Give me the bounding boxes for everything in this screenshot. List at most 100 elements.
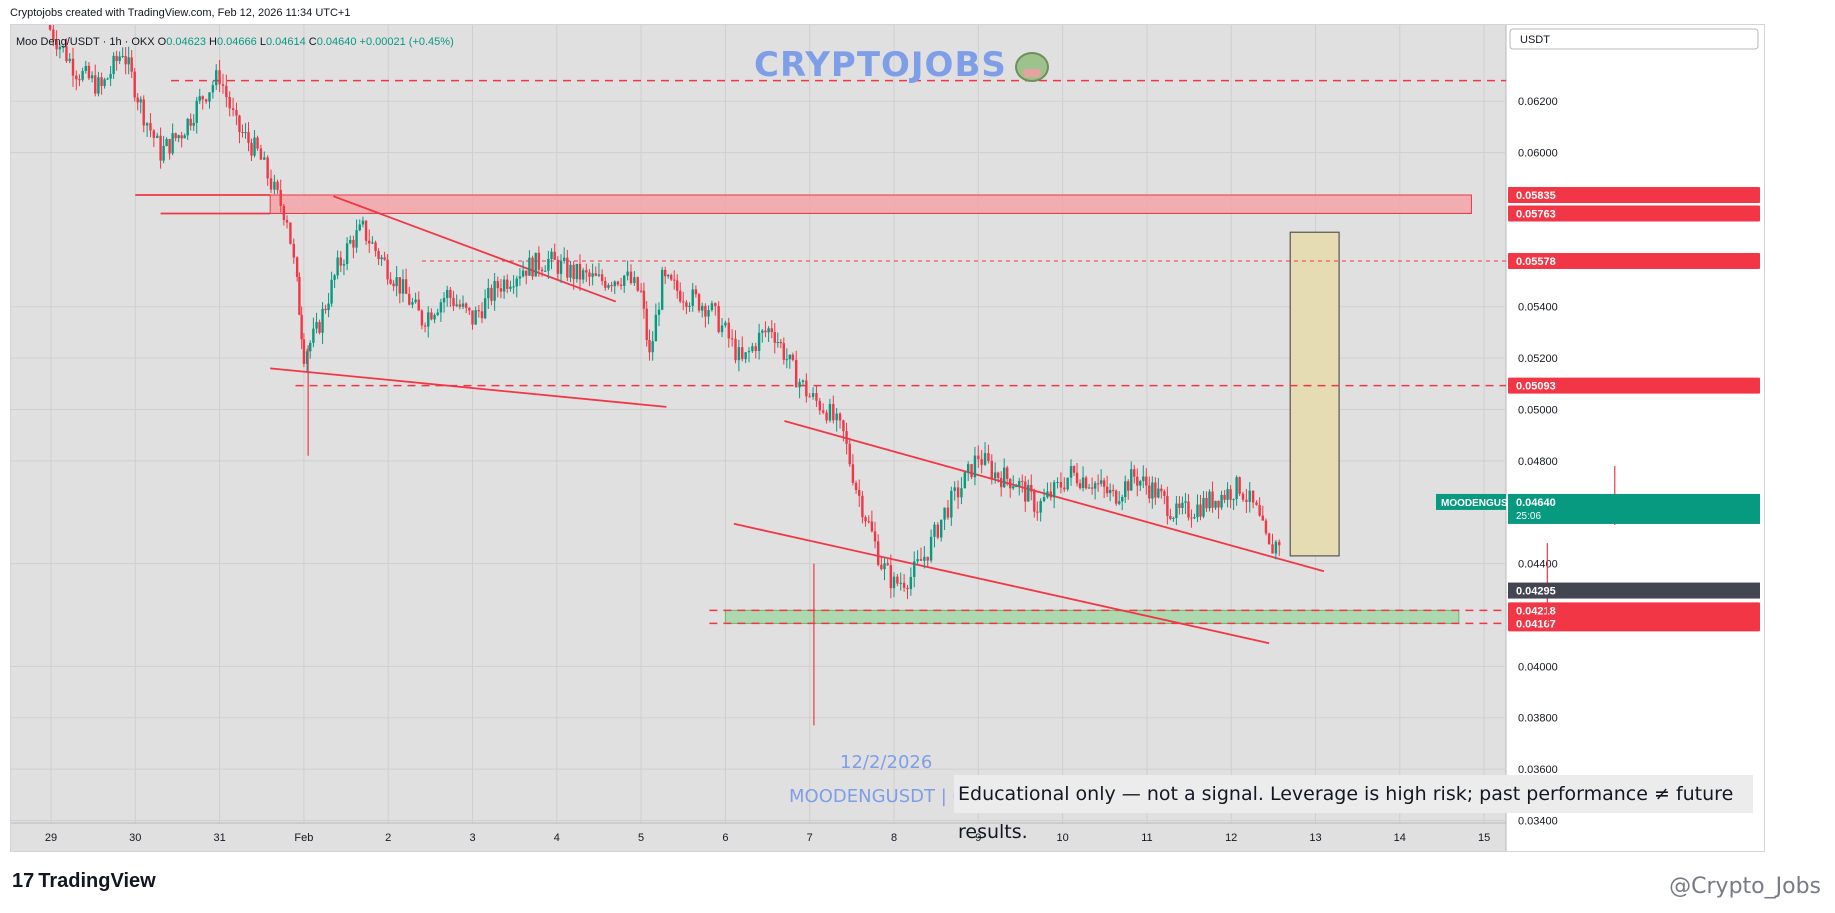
candle-body	[870, 521, 874, 532]
candle-body	[333, 275, 336, 280]
candle-body	[919, 559, 923, 561]
candle-body	[1267, 533, 1271, 545]
candle-body	[572, 264, 575, 280]
candle-body	[892, 576, 896, 589]
tradingview-logo[interactable]: 17 TradingView	[12, 870, 156, 893]
candle-body	[569, 264, 572, 278]
candle-body	[94, 75, 97, 94]
candle-body	[442, 298, 446, 303]
candle-body	[464, 303, 468, 308]
candle-body	[136, 97, 139, 103]
candle-body	[993, 472, 997, 479]
resistance-zone[interactable]	[269, 194, 1472, 214]
candle-body	[289, 222, 292, 244]
candle-body	[1251, 490, 1255, 503]
candle-body	[509, 286, 512, 289]
candle-body	[697, 294, 701, 311]
trendline[interactable]	[733, 522, 1270, 645]
author-watermark: @Crypto_Jobs	[1669, 874, 1821, 899]
candle-body	[84, 65, 87, 71]
x-tick-label: 29	[45, 832, 57, 844]
x-tick-label: 11	[1141, 832, 1152, 844]
candle-body	[889, 565, 893, 589]
candle-body	[1039, 500, 1042, 513]
candle-body	[943, 507, 946, 520]
candle-body	[321, 308, 324, 333]
x-tick-label: Feb	[294, 832, 313, 844]
candle-body	[295, 257, 299, 277]
candle-body	[371, 242, 374, 244]
candle-body	[358, 224, 361, 231]
y-tick-label: 0.04800	[1518, 456, 1558, 468]
current-price-label: 0.04640	[1516, 497, 1556, 509]
change-value: +0.00021 (+0.45%)	[359, 36, 454, 48]
candle-body	[906, 587, 909, 590]
level-price-label: 0.05835	[1516, 190, 1556, 202]
tradingview-logo-text: TradingView	[38, 870, 156, 892]
target-box[interactable]	[1289, 231, 1340, 557]
candle-body	[1160, 488, 1163, 492]
candle-body	[1063, 487, 1066, 490]
currency-button[interactable]	[1509, 28, 1759, 50]
candle-body	[1187, 501, 1190, 518]
candle-body	[926, 556, 929, 561]
candle-body	[1121, 497, 1124, 502]
candle-body	[292, 243, 295, 258]
trendline[interactable]	[270, 367, 667, 408]
chart-panel[interactable]: 0.06200 0.06000 0.05400 0.05200 0.05000 0.048…	[10, 24, 1765, 852]
x-tick-label: 4	[554, 832, 560, 844]
candle-body	[1248, 490, 1251, 502]
candle-body	[90, 75, 94, 79]
candle-body	[339, 257, 342, 266]
candle-body	[71, 58, 75, 76]
candle-body	[515, 278, 518, 287]
symbol-name[interactable]: Moo Deng/USDT · 1h · OKX	[16, 36, 155, 48]
candle-body	[717, 306, 720, 333]
candle-body	[902, 582, 906, 588]
x-tick-label: 12	[1225, 832, 1237, 844]
candle-body	[395, 277, 398, 287]
price-chart[interactable]: 0.06200 0.06000 0.05400 0.05200 0.05000 0.048…	[11, 25, 1764, 851]
candle-body	[149, 123, 152, 131]
candle-body	[231, 108, 235, 111]
candle-body	[1072, 466, 1076, 473]
candle-body	[899, 582, 902, 584]
candle-body	[112, 55, 115, 74]
candle-body	[720, 325, 724, 333]
candle-body	[215, 70, 218, 86]
candle-body	[724, 322, 727, 326]
candle-body	[145, 123, 149, 126]
candle-body	[757, 332, 761, 352]
candle-body	[65, 46, 68, 62]
current-symbol-tag[interactable]	[1436, 493, 1506, 510]
candle-body	[487, 287, 490, 299]
mark-price-tag	[1508, 582, 1760, 599]
candle-body	[657, 309, 661, 315]
price-scale[interactable]	[1506, 25, 1764, 851]
candle-body	[1018, 480, 1021, 487]
candle-body	[75, 75, 78, 80]
candle-body	[241, 131, 244, 133]
candle-body	[263, 157, 266, 160]
candle-body	[1241, 493, 1245, 500]
candle-body	[1066, 477, 1069, 490]
trendline[interactable]	[333, 195, 617, 303]
candle-body	[368, 240, 371, 244]
candle-body	[751, 346, 754, 352]
candle-body	[480, 311, 484, 319]
candle-body	[645, 308, 648, 341]
candle-body	[483, 298, 487, 319]
close-label: C	[308, 36, 317, 48]
candle-body	[452, 297, 455, 306]
candle-body	[1133, 469, 1136, 477]
candle-body	[156, 135, 159, 138]
candle-body	[171, 133, 174, 154]
support-zone[interactable]	[724, 609, 1460, 624]
candle-body	[259, 148, 263, 160]
candle-body	[342, 264, 346, 266]
candle-body	[547, 259, 550, 271]
candle-body	[165, 139, 168, 146]
level-price-tag	[1508, 602, 1760, 619]
candle-body	[559, 260, 563, 274]
candle-body	[1009, 478, 1012, 489]
